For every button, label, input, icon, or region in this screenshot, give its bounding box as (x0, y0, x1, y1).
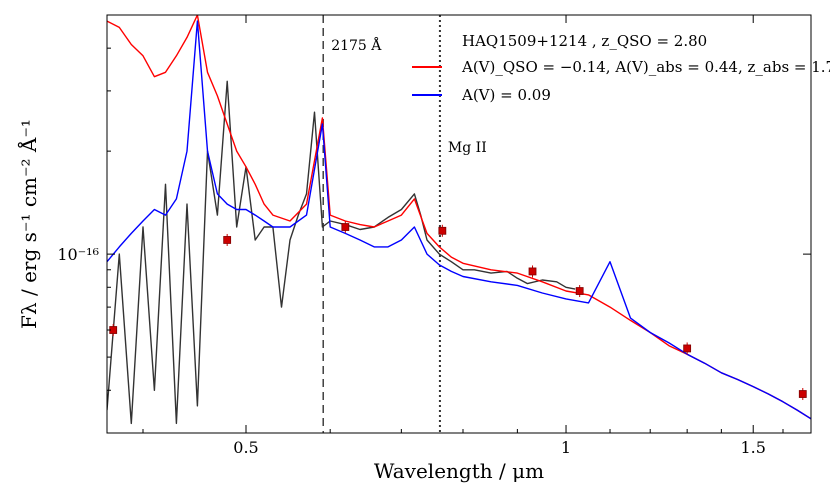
photometry-point (528, 267, 537, 276)
axes-frame (106, 14, 812, 434)
legend-entry: A(V) = 0.09 (461, 86, 551, 104)
x-axis-label: Wavelength / μm (374, 459, 544, 483)
photometry-point (798, 390, 807, 398)
plot-area (107, 15, 811, 433)
photometry-point (341, 223, 350, 231)
series-line-1 (107, 80, 576, 425)
photometry-point (683, 344, 692, 353)
legend-entry: A(V)_QSO = −0.14, A(V)_abs = 0.44, z_abs… (461, 58, 830, 76)
photometry-point (438, 226, 447, 235)
y-tick-label: 10⁻¹⁶ (57, 245, 99, 264)
annotation-2175: 2175 Å (331, 36, 382, 54)
y-axis-label: Fλ / erg s⁻¹ cm⁻² Å⁻¹ (16, 119, 41, 329)
x-tick-label: 1 (561, 438, 571, 457)
photometry-point (223, 236, 232, 244)
x-tick-label: 0.5 (233, 438, 258, 457)
legend-header: HAQ1509+1214 , z_QSO = 2.80 (462, 32, 707, 50)
photometry-point (575, 287, 584, 295)
annotation-mgii: Mg II (448, 140, 487, 156)
x-tick-label: 1.5 (740, 438, 765, 457)
